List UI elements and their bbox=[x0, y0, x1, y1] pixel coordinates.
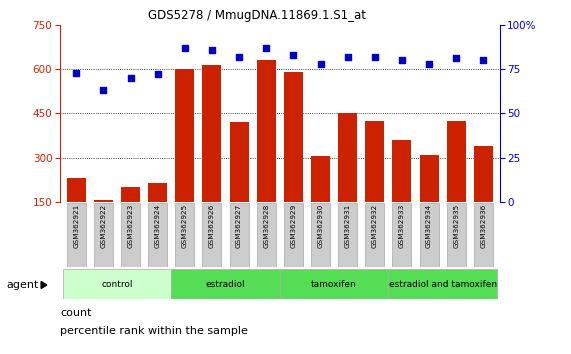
Text: GSM362926: GSM362926 bbox=[209, 204, 215, 248]
Text: GSM362927: GSM362927 bbox=[236, 204, 242, 248]
Bar bbox=[257, 60, 276, 202]
Text: GSM362932: GSM362932 bbox=[372, 204, 378, 248]
FancyBboxPatch shape bbox=[388, 269, 497, 299]
FancyBboxPatch shape bbox=[284, 203, 303, 267]
Bar bbox=[94, 200, 113, 202]
FancyBboxPatch shape bbox=[175, 203, 194, 267]
Text: GSM362933: GSM362933 bbox=[399, 204, 405, 248]
FancyBboxPatch shape bbox=[474, 203, 493, 267]
Bar bbox=[67, 178, 86, 202]
Text: GSM362931: GSM362931 bbox=[345, 204, 351, 248]
Point bbox=[370, 54, 379, 59]
Text: GSM362922: GSM362922 bbox=[100, 204, 106, 248]
Text: control: control bbox=[101, 280, 132, 289]
FancyBboxPatch shape bbox=[420, 203, 439, 267]
Text: estradiol and tamoxifen: estradiol and tamoxifen bbox=[389, 280, 497, 289]
Bar bbox=[474, 146, 493, 202]
Text: GSM362929: GSM362929 bbox=[291, 204, 296, 248]
Point bbox=[235, 54, 244, 59]
Bar bbox=[175, 69, 194, 202]
FancyBboxPatch shape bbox=[67, 203, 86, 267]
Point bbox=[424, 61, 433, 67]
Point bbox=[343, 54, 352, 59]
FancyBboxPatch shape bbox=[121, 203, 140, 267]
FancyBboxPatch shape bbox=[63, 269, 171, 299]
Bar bbox=[284, 72, 303, 202]
FancyBboxPatch shape bbox=[230, 203, 248, 267]
FancyBboxPatch shape bbox=[280, 269, 388, 299]
Point bbox=[262, 45, 271, 51]
FancyBboxPatch shape bbox=[392, 203, 412, 267]
Text: GSM362925: GSM362925 bbox=[182, 204, 188, 248]
Text: GSM362934: GSM362934 bbox=[426, 204, 432, 248]
Text: GSM362935: GSM362935 bbox=[453, 204, 459, 248]
FancyBboxPatch shape bbox=[257, 203, 276, 267]
Text: agent: agent bbox=[7, 280, 39, 290]
Text: estradiol: estradiol bbox=[206, 280, 246, 289]
Bar bbox=[338, 113, 357, 202]
Text: count: count bbox=[60, 308, 91, 318]
Bar bbox=[121, 187, 140, 202]
Bar bbox=[365, 121, 384, 202]
FancyBboxPatch shape bbox=[447, 203, 466, 267]
FancyBboxPatch shape bbox=[311, 203, 330, 267]
Point bbox=[289, 52, 298, 58]
Point bbox=[452, 56, 461, 61]
Point bbox=[126, 75, 135, 81]
Text: GSM362936: GSM362936 bbox=[480, 204, 486, 248]
FancyBboxPatch shape bbox=[94, 203, 113, 267]
Text: GSM362928: GSM362928 bbox=[263, 204, 269, 248]
Point bbox=[180, 45, 190, 51]
Bar bbox=[420, 155, 439, 202]
FancyBboxPatch shape bbox=[338, 203, 357, 267]
Text: tamoxifen: tamoxifen bbox=[311, 280, 357, 289]
Text: GSM362921: GSM362921 bbox=[73, 204, 79, 248]
Bar bbox=[230, 122, 248, 202]
Point bbox=[72, 70, 81, 75]
Text: GSM362923: GSM362923 bbox=[127, 204, 134, 248]
Point bbox=[207, 47, 216, 52]
FancyBboxPatch shape bbox=[203, 203, 222, 267]
FancyBboxPatch shape bbox=[171, 269, 280, 299]
Bar bbox=[311, 156, 330, 202]
Point bbox=[153, 72, 162, 77]
Text: GSM362930: GSM362930 bbox=[317, 204, 324, 248]
Point bbox=[397, 57, 407, 63]
FancyBboxPatch shape bbox=[148, 203, 167, 267]
Bar bbox=[392, 140, 412, 202]
Bar bbox=[447, 121, 466, 202]
Point bbox=[99, 87, 108, 93]
Bar bbox=[148, 183, 167, 202]
FancyBboxPatch shape bbox=[365, 203, 384, 267]
Point bbox=[478, 57, 488, 63]
Text: percentile rank within the sample: percentile rank within the sample bbox=[60, 326, 248, 336]
Point bbox=[316, 61, 325, 67]
Text: GDS5278 / MmugDNA.11869.1.S1_at: GDS5278 / MmugDNA.11869.1.S1_at bbox=[148, 9, 366, 22]
Text: GSM362924: GSM362924 bbox=[155, 204, 160, 248]
Bar bbox=[203, 65, 222, 202]
